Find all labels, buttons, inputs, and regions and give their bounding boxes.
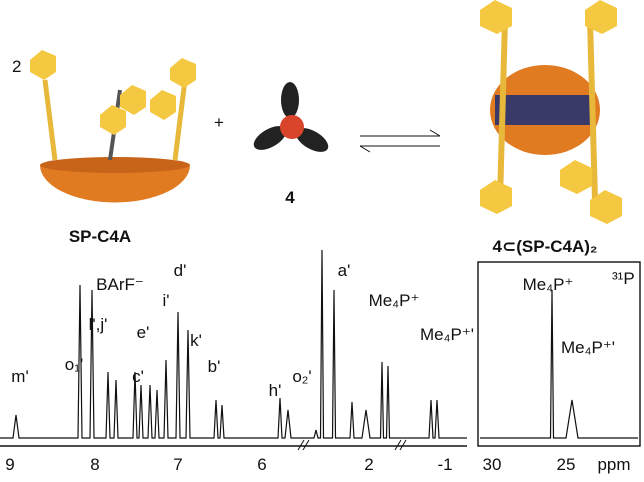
equilibrium-arrows	[359, 129, 441, 153]
peak-label: Me₄P⁺'	[420, 325, 474, 344]
peak-label: e'	[137, 323, 150, 342]
x-tick-label: 25	[557, 455, 576, 474]
x-tick-label: -1	[437, 455, 452, 474]
spectrum-trace	[480, 289, 638, 439]
inset-frame	[477, 261, 641, 447]
axis-break	[297, 439, 407, 451]
peak-label: BArF⁻	[96, 275, 144, 294]
nucleus-label: ³¹P	[612, 269, 635, 288]
x-tick-label: 30	[483, 455, 502, 474]
plus-sign: +	[214, 113, 224, 132]
x-tick-label: 7	[173, 455, 182, 474]
coefficient: 2	[12, 57, 21, 76]
guest-molecule	[253, 82, 329, 152]
peak-label: l',j'	[89, 315, 108, 334]
x-tick-label: 2	[364, 455, 373, 474]
x-tick-label: 9	[5, 455, 14, 474]
peak-label: b'	[208, 357, 221, 376]
peak-label: Me₄P⁺'	[561, 338, 615, 357]
x-tick-label: 6	[257, 455, 266, 474]
host-label: SP-C4A	[69, 227, 131, 246]
peak-label: o₁'	[65, 355, 83, 374]
peak-label: h'	[269, 381, 282, 400]
peak-label: m'	[11, 367, 28, 386]
peak-label: Me₄P⁺	[369, 291, 420, 310]
peak-label: c'	[132, 367, 144, 386]
peak-label: d'	[174, 261, 187, 280]
host-molecule	[30, 50, 196, 203]
peak-label: k'	[190, 331, 202, 350]
spectrum-trace	[0, 249, 467, 439]
complex-label: 4⊂(SP-C4A)₂	[493, 237, 598, 256]
peak-label: i'	[162, 291, 169, 310]
guest-label: 4	[285, 188, 295, 207]
complex-molecule	[480, 0, 622, 224]
axis-unit: ppm	[597, 455, 630, 474]
peak-label: Me₄P⁺	[523, 275, 574, 294]
peak-label: a'	[338, 261, 351, 280]
x-tick-label: 8	[90, 455, 99, 474]
peak-label: o₂'	[292, 367, 311, 386]
